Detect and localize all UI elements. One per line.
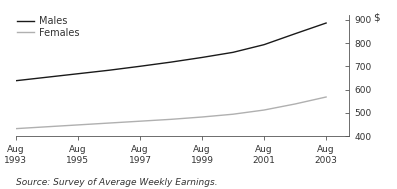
- Legend: Males, Females: Males, Females: [17, 16, 80, 38]
- Males: [13, 80, 18, 82]
- Females: [106, 122, 111, 124]
- Females: [200, 116, 204, 118]
- Males: [262, 43, 266, 46]
- Line: Females: Females: [16, 97, 326, 129]
- Males: [324, 22, 328, 24]
- Females: [324, 96, 328, 98]
- Males: [200, 56, 204, 59]
- Females: [75, 124, 80, 126]
- Females: [262, 109, 266, 111]
- Males: [106, 69, 111, 71]
- Males: [169, 61, 173, 63]
- Text: Source: Survey of Average Weekly Earnings.: Source: Survey of Average Weekly Earning…: [16, 178, 218, 187]
- Males: [231, 51, 235, 53]
- Females: [231, 113, 235, 115]
- Males: [44, 76, 49, 78]
- Line: Males: Males: [16, 23, 326, 81]
- Males: [293, 33, 297, 35]
- Females: [293, 103, 297, 105]
- Females: [44, 126, 49, 128]
- Males: [138, 65, 143, 67]
- Males: [75, 73, 80, 75]
- Females: [169, 118, 173, 120]
- Y-axis label: $: $: [373, 13, 380, 23]
- Females: [13, 128, 18, 130]
- Females: [138, 120, 143, 122]
